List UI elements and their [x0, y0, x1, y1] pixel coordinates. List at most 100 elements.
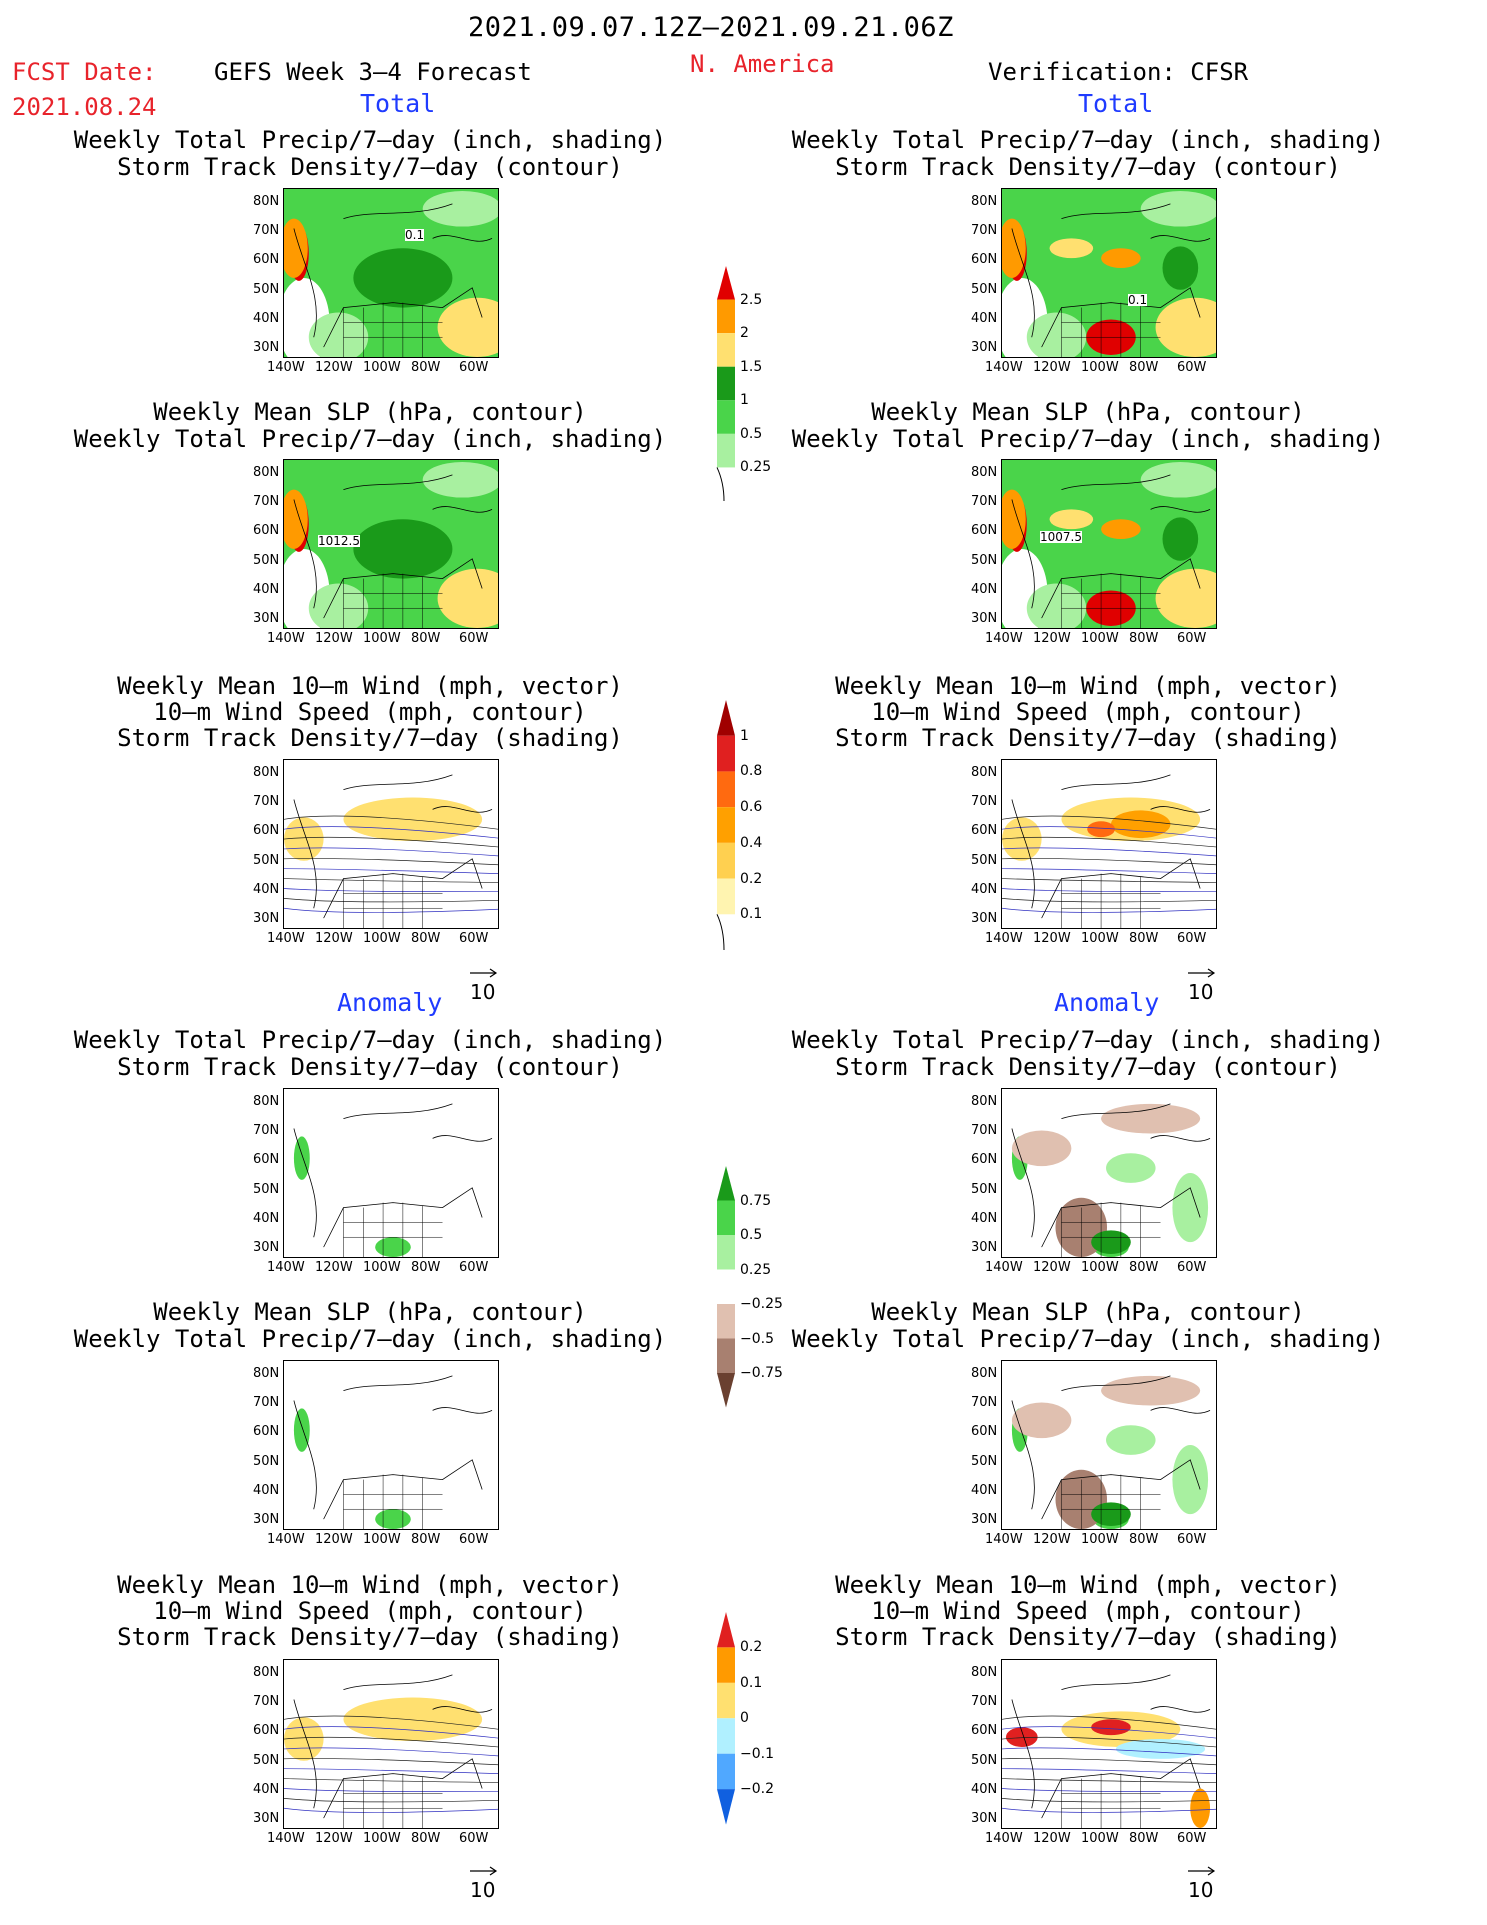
lat-tick: 30N: [253, 340, 280, 355]
title-verif-anom-wind-1: Weekly Mean 10–m Wind (mph, vector): [835, 1571, 1341, 1599]
lat-tick: 40N: [253, 1211, 280, 1226]
wet-anomaly: [293, 1408, 310, 1452]
lat-tick: 60N: [971, 1723, 998, 1738]
light-precip: [422, 190, 498, 227]
state-borders: [343, 302, 443, 357]
lon-tick: 120W: [315, 631, 353, 646]
vector-ref-fcst-total: 10: [470, 968, 510, 1008]
colorbar-segment: [717, 333, 735, 367]
title-verif-precip-storm-1: Weekly Total Precip/7–day (inch, shading…: [791, 126, 1385, 154]
lon-tick: 140W: [267, 360, 305, 375]
title-fcst-wind-1: Weekly Mean 10–m Wind (mph, vector): [117, 672, 623, 700]
wind-contour: [284, 1747, 498, 1757]
map-verif-total-slp: [1002, 460, 1216, 628]
lat-tick: 30N: [971, 611, 998, 626]
lat-tick: 50N: [253, 1753, 280, 1768]
dry-anomaly: [1101, 1375, 1201, 1406]
lon-tick: 120W: [1033, 1260, 1071, 1275]
colorbar-label: 0.1: [740, 906, 763, 923]
wind-contour: [284, 878, 498, 883]
colorbar-label: 1.5: [740, 358, 763, 375]
colorbar-label: 0.8: [740, 763, 763, 780]
lat-tick: 70N: [253, 1395, 280, 1410]
lat-tick: 80N: [253, 1366, 280, 1381]
colorbar-top-triangle: [717, 1166, 735, 1201]
lon-tick: 120W: [315, 1831, 353, 1846]
lat-tick: 70N: [971, 1395, 998, 1410]
lat-tick: 30N: [971, 1240, 998, 1255]
wet-anomaly: [1106, 1425, 1156, 1455]
lat-tick: 80N: [253, 465, 280, 480]
lon-tick: 60W: [459, 1532, 489, 1547]
coastline: [1011, 1103, 1211, 1248]
storm-density-high: [1110, 810, 1171, 839]
title-fcst-wind-2: 10–m Wind Speed (mph, contour): [153, 698, 587, 726]
precip-1in: [1162, 517, 1199, 561]
wind-contour: [284, 826, 498, 839]
storm-density: [284, 1717, 324, 1761]
colorbar-label: 0.6: [740, 799, 763, 816]
lat-tick: 60N: [253, 823, 280, 838]
lat-tick: 60N: [253, 252, 280, 267]
title-fcst-anom-wind-1: Weekly Mean 10–m Wind (mph, vector): [117, 1571, 623, 1599]
colorbar-label: 0.75: [740, 1192, 772, 1209]
map-fcst-total-wind: [284, 760, 498, 928]
title-verif-wind-2: 10–m Wind Speed (mph, contour): [871, 698, 1305, 726]
colorbar-segment: [717, 1753, 735, 1790]
vector-ref-value: 10: [470, 980, 496, 1004]
colorbar-segment: [717, 1304, 735, 1339]
lat-tick: 40N: [253, 882, 280, 897]
vector-ref-fcst-anom: 10: [470, 1866, 510, 1906]
title-verif-anom-precip-2: Storm Track Density/7–day (contour): [835, 1053, 1341, 1081]
lon-tick: 80W: [411, 360, 441, 375]
colorbar-label: 0.25: [740, 459, 772, 476]
lon-tick: 100W: [363, 1260, 401, 1275]
vector-ref-value: 10: [1188, 980, 1214, 1004]
wind-contour: [1002, 815, 1216, 830]
colorbar-segment: [717, 400, 735, 434]
map-panel-verif-total-slp: [1001, 459, 1217, 629]
lat-tick: 70N: [971, 494, 998, 509]
lat-tick: 50N: [971, 1753, 998, 1768]
moderate-precip: [1049, 238, 1094, 259]
lat-tick: 80N: [253, 194, 280, 209]
wind-contour: [1002, 907, 1216, 913]
fcst-date-label: FCST Date:: [12, 58, 157, 86]
wind-contour: [1002, 1807, 1216, 1813]
arrow-right-icon: [470, 1866, 498, 1876]
wind-contour: [1002, 1798, 1216, 1803]
lat-tick: 80N: [971, 194, 998, 209]
storm-density-high: [1087, 821, 1115, 838]
fcst-date-value: 2021.08.24: [12, 93, 157, 121]
lon-tick: 120W: [315, 1532, 353, 1547]
wet-anomaly: [375, 1509, 411, 1529]
map-panel-verif-total-precip: [1001, 188, 1217, 358]
coastline: [293, 203, 493, 348]
colorbar-segment: [717, 1789, 735, 1825]
lon-tick: 100W: [363, 931, 401, 946]
lon-tick: 100W: [1081, 931, 1119, 946]
storm-anom-high: [1091, 1719, 1131, 1736]
light-precip: [1026, 583, 1087, 628]
title-fcst-anom-precip-2: Storm Track Density/7–day (contour): [117, 1053, 623, 1081]
coastline: [293, 1674, 493, 1819]
colorbar-swatches: [717, 1612, 735, 1825]
map-verif-anom-wind: [1002, 1660, 1216, 1828]
anomaly-background: [284, 1361, 498, 1529]
anomaly-background: [284, 1089, 498, 1257]
arrow-right-icon: [470, 968, 498, 978]
light-precip: [308, 583, 369, 628]
colorbar-segment: [717, 1269, 735, 1304]
lon-tick: 100W: [1081, 360, 1119, 375]
precip-1in: [353, 248, 453, 308]
colorbar-label: −0.25: [740, 1296, 783, 1312]
title-verif-slp-1: Weekly Mean SLP (hPa, contour): [871, 398, 1305, 426]
vector-ref-verif-anom: 10: [1188, 1866, 1228, 1906]
region-label: N. America: [690, 50, 835, 78]
arrow-right-icon: [1188, 968, 1216, 978]
lon-tick: 120W: [1033, 1532, 1071, 1547]
wind-contour: [284, 858, 498, 866]
wind-contour: [284, 836, 498, 848]
contour-label-fcst-slp: 1012.5: [318, 534, 360, 548]
coastline: [1011, 1375, 1211, 1520]
